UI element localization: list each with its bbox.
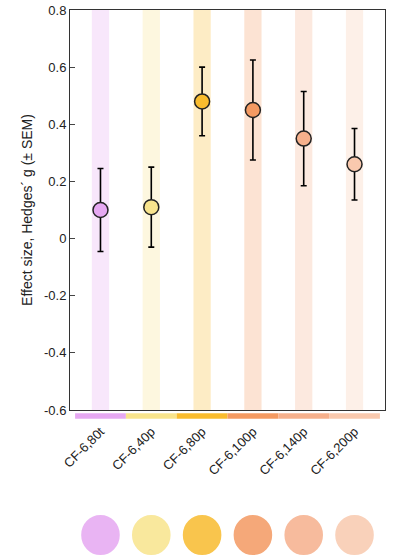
svg-text:CF-6,80p: CF-6,80p [160, 424, 209, 473]
svg-text:0.2: 0.2 [48, 174, 66, 189]
svg-text:-0.2: -0.2 [44, 288, 66, 303]
svg-text:0.6: 0.6 [48, 60, 66, 75]
svg-text:0: 0 [59, 231, 66, 246]
svg-text:Effect size, Hedges´ g (± SEM): Effect size, Hedges´ g (± SEM) [19, 114, 35, 306]
svg-text:-0.4: -0.4 [44, 345, 66, 360]
svg-text:-0.6: -0.6 [44, 403, 66, 418]
svg-text:0.8: 0.8 [48, 3, 66, 18]
svg-text:CF-6,80t: CF-6,80t [61, 424, 108, 471]
svg-text:0.4: 0.4 [48, 117, 66, 132]
svg-text:CF-6,100p: CF-6,100p [206, 424, 260, 478]
svg-text:CF-6,200p: CF-6,200p [307, 424, 361, 478]
svg-text:CF-6,140p: CF-6,140p [256, 424, 310, 478]
svg-text:CF-6,40p: CF-6,40p [109, 424, 158, 473]
